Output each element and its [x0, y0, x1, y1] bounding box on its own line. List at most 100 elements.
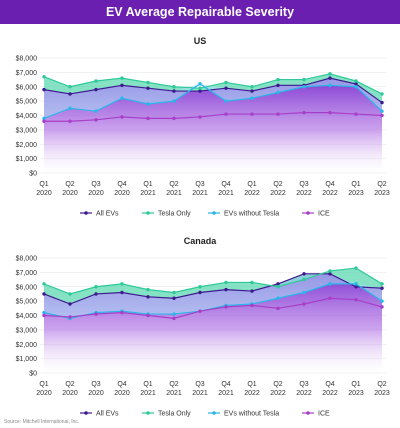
all-evs-point: [68, 92, 72, 96]
tesla-only-point: [302, 77, 306, 82]
banner-title-text: EV Average Repairable Severity: [105, 5, 295, 19]
ice-point: [276, 112, 280, 116]
tesla-only-point: [354, 266, 358, 270]
y-tick-label: $7,000: [16, 270, 38, 277]
x-tick-label: 2021: [218, 390, 234, 397]
ice-point: [94, 312, 98, 316]
x-tick-label: Q4: [221, 181, 230, 188]
all-evs-point: [68, 302, 72, 306]
legend-label-ice: ICE: [318, 211, 330, 218]
ice-point: [68, 119, 72, 123]
all-evs-point: [380, 100, 384, 105]
ice-point: [146, 313, 150, 318]
all-evs-point: [42, 292, 46, 296]
evs-without-tesla-point: [276, 296, 280, 300]
all-evs-line: [43, 77, 383, 104]
y-tick-label: $2,000: [16, 142, 38, 149]
x-tick-label: 2022: [322, 390, 338, 397]
tesla-only-point: [198, 285, 202, 289]
all-evs-point: [146, 295, 150, 299]
legend-swatch-dot: [146, 411, 150, 415]
ice-point: [250, 112, 254, 116]
evs-without-tesla-point: [302, 85, 306, 89]
ice-point: [68, 315, 72, 319]
y-tick-label: $8,000: [16, 56, 38, 63]
us-chart: US $0 $1,000 $2,000 $3,000 $4,000 $5,000 $6,000…: [16, 36, 390, 218]
x-tick-label: 2023: [374, 190, 390, 197]
ice-point: [172, 116, 176, 121]
evs-without-tesla-line: [43, 83, 383, 119]
y-tick-label: $0: [29, 171, 37, 178]
ice-point: [224, 112, 228, 116]
x-tick-label: 2020: [88, 390, 104, 397]
evs-without-tesla-point: [42, 310, 46, 315]
x-tick-label: 2020: [62, 390, 78, 397]
x-tick-label: Q4: [117, 181, 126, 188]
all-evs-point: [276, 282, 280, 286]
x-tick-label: Q4: [221, 381, 230, 388]
evs-without-tesla-point: [276, 90, 280, 95]
x-tick-label: 2021: [166, 190, 182, 197]
all-evs-point: [328, 76, 332, 80]
y-tick-label: $5,000: [16, 99, 38, 106]
canada-chart: Canada $0 $1,000 $2,000 $3,000 $4,000 $5,000 $6…: [16, 236, 390, 418]
tesla-only-point: [250, 85, 254, 89]
legend-label-tesla-only: Tesla Only: [158, 411, 191, 418]
x-tick-label: Q1: [143, 381, 152, 388]
legend-swatch-dot: [212, 211, 216, 215]
all-evs-point: [120, 290, 124, 295]
x-tick-label: Q1: [247, 381, 256, 388]
x-tick-label: Q2: [377, 381, 386, 388]
y-tick-label: $7,000: [16, 70, 38, 77]
y-tick-label: $8,000: [16, 256, 38, 263]
tesla-only-line: [43, 267, 383, 295]
y-tick-label: $3,000: [16, 127, 38, 134]
x-tick-label: Q4: [117, 381, 126, 388]
x-tick-label: Q1: [143, 181, 152, 188]
tesla-only-point: [276, 285, 280, 289]
ice-point: [354, 112, 358, 116]
tesla-only-point: [328, 72, 332, 76]
tesla-only-point: [380, 282, 384, 286]
tesla-only-point: [302, 277, 306, 282]
legend-label-tesla-only: Tesla Only: [158, 211, 191, 218]
tesla-only-point: [94, 285, 98, 289]
x-tick-label: 2020: [36, 390, 52, 397]
legend-swatch-dot: [306, 411, 310, 415]
tesla-only-line: [43, 73, 383, 95]
all-evs-point: [354, 285, 358, 289]
all-evs-point: [354, 82, 358, 86]
ice-point: [94, 118, 98, 122]
all-evs-line: [43, 273, 383, 305]
all-evs-point: [224, 86, 228, 90]
ice-point: [380, 113, 384, 118]
all-evs-area: [44, 78, 382, 173]
ice-point: [276, 306, 280, 311]
ice-point: [328, 110, 332, 115]
all-evs-point: [250, 89, 254, 93]
y-tick-label: $3,000: [16, 327, 38, 334]
evs-without-tesla-point: [302, 290, 306, 295]
ice-point: [198, 309, 202, 313]
tesla-only-point: [120, 76, 124, 80]
all-evs-point: [120, 83, 124, 88]
x-tick-label: Q3: [195, 381, 204, 388]
tesla-only-point: [172, 85, 176, 89]
tesla-only-point: [68, 292, 72, 296]
legend-label-all-evs: All EVs: [96, 411, 119, 418]
x-tick-label: Q2: [169, 181, 178, 188]
evs-without-tesla-band-area: [44, 273, 382, 319]
ice-point: [302, 302, 306, 306]
x-tick-label: 2020: [114, 390, 130, 397]
x-tick-label: 2020: [88, 190, 104, 197]
source-note: Source: Mitchell International, Inc.: [4, 419, 80, 425]
legend-swatch-dot: [84, 411, 88, 415]
y-tick-label: $0: [29, 371, 37, 378]
all-evs-point: [94, 292, 98, 296]
y-tick-label: $4,000: [16, 313, 38, 320]
all-evs-point: [146, 86, 150, 90]
ice-point: [250, 303, 254, 308]
evs-without-tesla-point: [68, 106, 72, 111]
all-evs-point: [198, 89, 202, 93]
x-tick-label: Q2: [65, 181, 74, 188]
